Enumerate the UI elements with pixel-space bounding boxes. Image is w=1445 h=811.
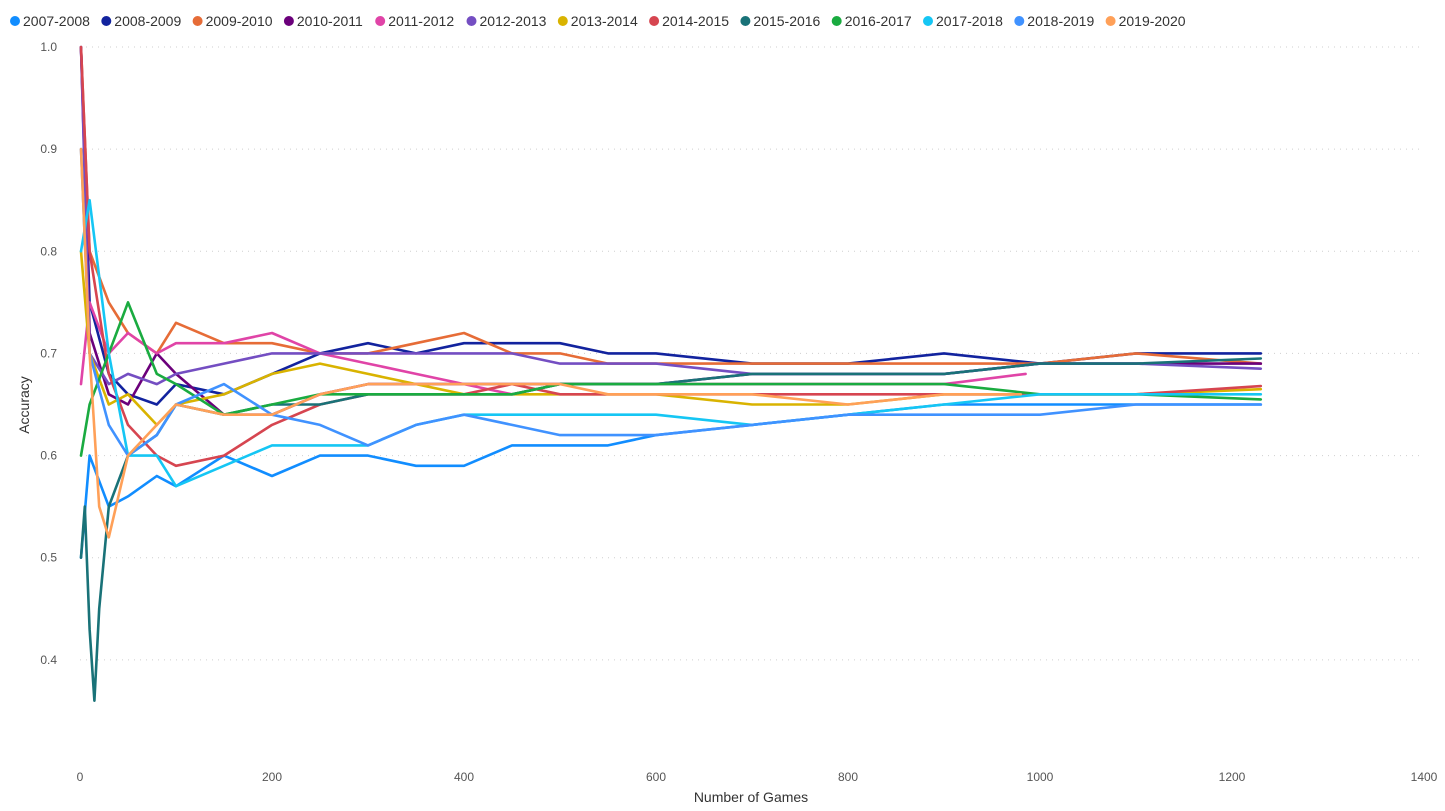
series-line-2011-2012[interactable]: [79, 301, 1027, 396]
legend-label: 2016-2017: [845, 13, 912, 29]
legend-marker: [740, 16, 751, 26]
x-tick-label: 800: [838, 770, 858, 784]
legend-label: 2009-2010: [206, 13, 273, 29]
series-line-2008-2009[interactable]: [79, 45, 1263, 406]
series-line-2018-2019[interactable]: [79, 147, 1263, 457]
legend-label: 2017-2018: [936, 13, 1003, 29]
legend-item-2008-2009[interactable]: 2008-2009: [101, 13, 181, 29]
legend-item-2014-2015[interactable]: 2014-2015: [649, 13, 729, 29]
y-tick-label: 0.6: [40, 449, 57, 463]
legend-marker: [192, 16, 203, 26]
series-line-2009-2010[interactable]: [79, 45, 1263, 365]
series-line-2019-2020[interactable]: [79, 147, 1023, 539]
x-axis-ticks: 0 200 400 600 800 1000 1200 1400: [77, 770, 1438, 784]
legend-label: 2008-2009: [114, 13, 181, 29]
y-tick-label: 0.4: [40, 653, 57, 667]
legend-marker: [1105, 16, 1116, 26]
legend-label: 2013-2014: [571, 13, 638, 29]
gridlines: [80, 46, 1424, 661]
legend-label: 2007-2008: [23, 13, 90, 29]
legend-marker: [283, 16, 294, 26]
series-line-2012-2013[interactable]: [79, 45, 1263, 386]
legend-item-2019-2020[interactable]: 2019-2020: [1105, 13, 1186, 29]
legend-item-2012-2013[interactable]: 2012-2013: [466, 13, 547, 29]
legend-item-2010-2011[interactable]: 2010-2011: [283, 13, 363, 29]
legend-marker: [923, 16, 933, 26]
legend-marker: [10, 16, 20, 26]
y-axis-title: Accuracy: [16, 376, 32, 434]
legend-marker: [557, 16, 568, 26]
legend-label: 2011-2012: [388, 13, 454, 29]
legend-label: 2018-2019: [1027, 13, 1094, 29]
y-axis-ticks: 0.4 0.5 0.6 0.7 0.8 0.9 1.0: [40, 40, 57, 667]
legend-marker: [649, 16, 660, 26]
legend-item-2018-2019[interactable]: 2018-2019: [1014, 13, 1094, 29]
legend-item-2017-2018[interactable]: 2017-2018: [923, 13, 1003, 29]
legend-label: 2015-2016: [753, 13, 820, 29]
legend-marker: [375, 16, 386, 26]
legend-marker: [466, 16, 477, 26]
legend-item-2009-2010[interactable]: 2009-2010: [192, 13, 273, 29]
series-lines: [79, 45, 1263, 703]
legend-marker: [831, 16, 842, 26]
x-tick-label: 600: [646, 770, 666, 784]
legend-label: 2014-2015: [662, 13, 729, 29]
y-tick-label: 0.5: [40, 551, 57, 565]
y-tick-label: 0.8: [40, 244, 57, 258]
legend[interactable]: 2007-2008 2008-2009 2009-2010 2010-2011 2011…: [10, 13, 1186, 29]
legend-item-2007-2008[interactable]: 2007-2008: [10, 13, 90, 29]
series-line-2014-2015[interactable]: [79, 45, 1263, 468]
x-tick-label: 400: [454, 770, 474, 784]
series-line-2007-2008[interactable]: [79, 403, 1263, 560]
legend-label: 2010-2011: [297, 13, 363, 29]
y-tick-label: 0.9: [40, 142, 57, 156]
x-tick-label: 200: [262, 770, 282, 784]
legend-item-2015-2016[interactable]: 2015-2016: [740, 13, 821, 29]
series-line-2016-2017[interactable]: [79, 301, 1263, 457]
legend-marker: [101, 16, 112, 26]
legend-item-2016-2017[interactable]: 2016-2017: [831, 13, 912, 29]
x-tick-label: 1400: [1411, 770, 1438, 784]
y-tick-label: 1.0: [40, 40, 57, 54]
legend-item-2013-2014[interactable]: 2013-2014: [557, 13, 638, 29]
y-tick-label: 0.7: [40, 346, 57, 360]
x-tick-label: 1200: [1219, 770, 1246, 784]
x-axis-title: Number of Games: [694, 789, 808, 805]
x-tick-label: 0: [77, 770, 84, 784]
legend-marker: [1014, 16, 1025, 26]
legend-label: 2012-2013: [480, 13, 547, 29]
series-line-2013-2014[interactable]: [79, 250, 1263, 427]
x-tick-label: 1000: [1027, 770, 1054, 784]
legend-item-2011-2012[interactable]: 2011-2012: [375, 13, 454, 29]
legend-label: 2019-2020: [1119, 13, 1186, 29]
